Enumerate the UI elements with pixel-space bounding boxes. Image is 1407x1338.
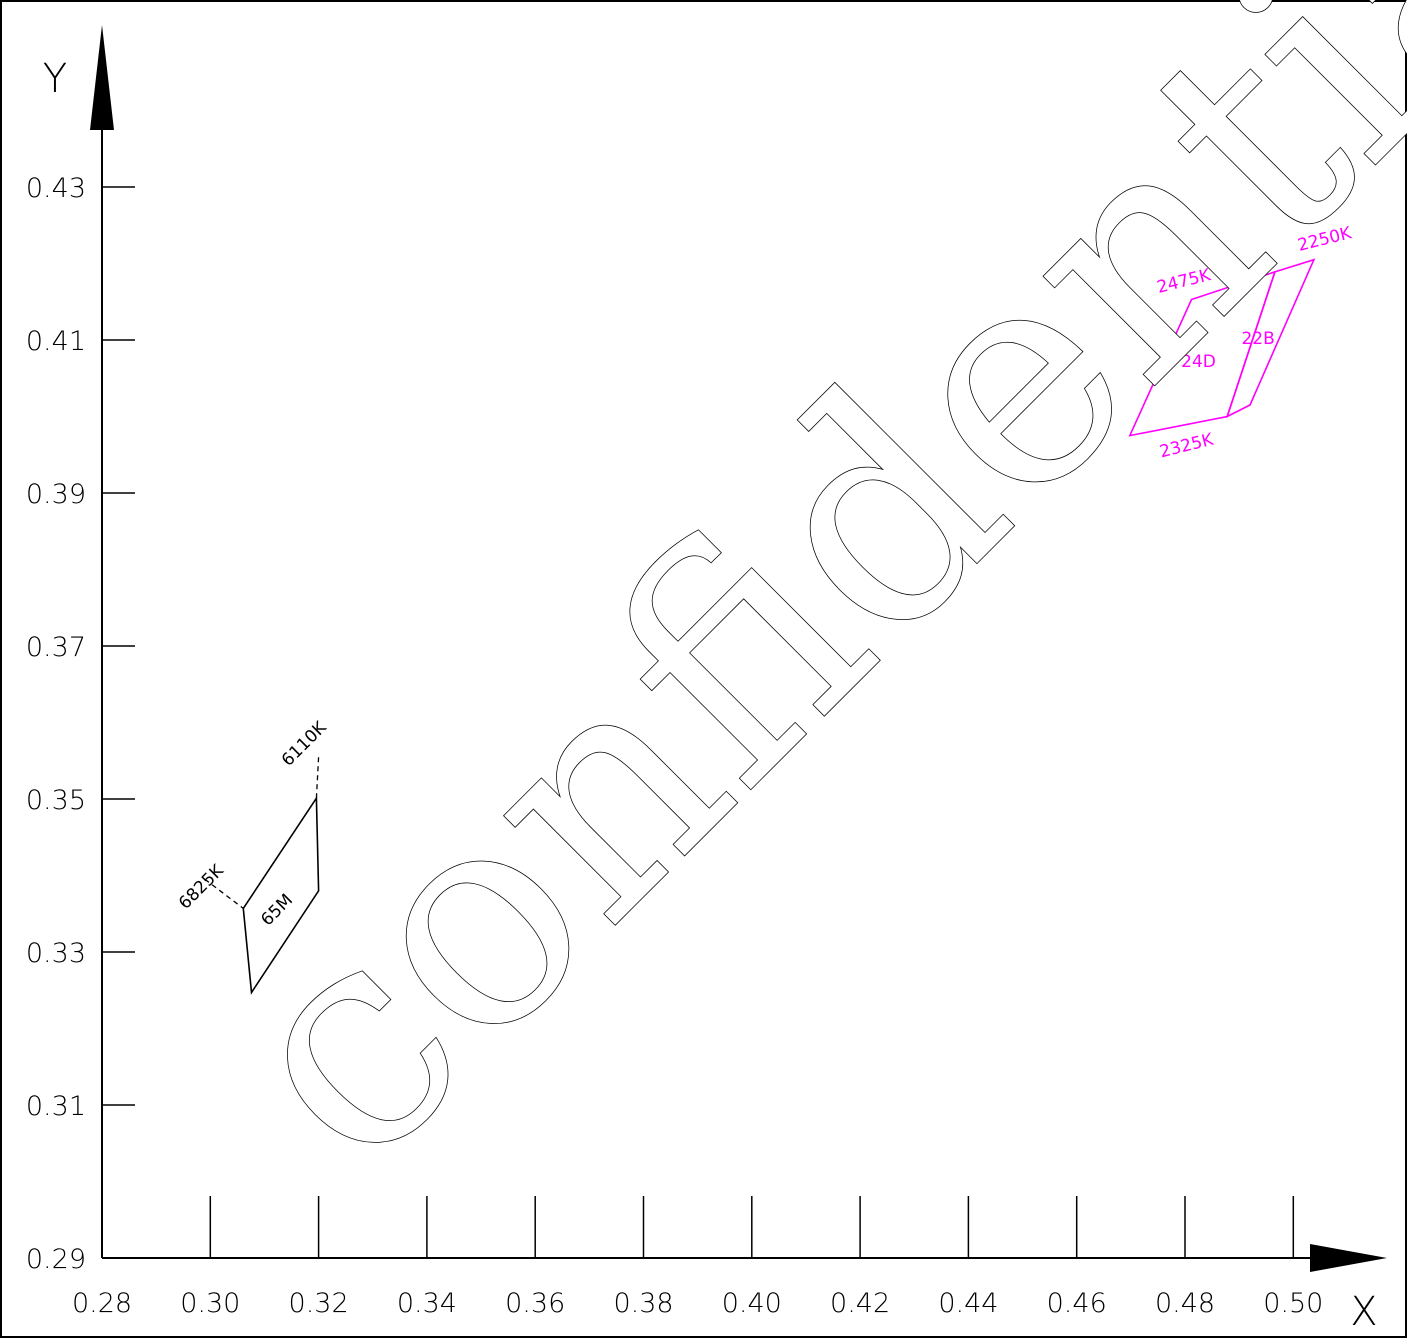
x-tick-label: 0.48 [1155, 1288, 1215, 1319]
x-tick-label: 0.30 [180, 1288, 240, 1319]
x-axis-arrow [1310, 1244, 1387, 1272]
x-tick-label: 0.46 [1047, 1288, 1107, 1319]
annotation-label: 6110K [278, 717, 331, 770]
x-tick-label: 0.34 [397, 1288, 457, 1319]
y-tick-label: 0.33 [26, 938, 86, 969]
y-tick-label: 0.43 [26, 173, 86, 204]
y-tick-label: 0.31 [26, 1091, 86, 1122]
axes: 0.28 0.30 0.32 0.34 0.36 0.38 0.40 0.42 0.44 0.46… [26, 25, 1387, 1335]
x-tick-label: 0.42 [830, 1288, 890, 1319]
y-tick-label: 0.41 [26, 326, 86, 357]
x-axis-label: X [1350, 1289, 1377, 1335]
x-tick-label: 0.32 [289, 1288, 349, 1319]
y-axis-label: Y [43, 56, 67, 102]
region-22B [1225, 258, 1316, 419]
x-tick-label: 0.38 [613, 1288, 673, 1319]
regions [242, 258, 1316, 995]
leader-line [315, 756, 320, 799]
region-label: 22B [1241, 329, 1274, 349]
y-tick-label: 0.35 [26, 785, 86, 816]
x-tick-label: 0.28 [72, 1288, 132, 1319]
y-tick-label: 0.37 [26, 632, 86, 663]
x-tick-label: 0.36 [505, 1288, 565, 1319]
annotation-label: 6825K [175, 860, 228, 913]
region-65M [242, 795, 320, 995]
x-tick-label: 0.40 [722, 1288, 782, 1319]
x-tick-label: 0.50 [1263, 1288, 1323, 1319]
region-label: 24D [1181, 352, 1216, 372]
y-axis-arrow [90, 25, 114, 130]
x-tick-label: 0.44 [938, 1288, 998, 1319]
y-tick-label: 0.39 [26, 479, 86, 510]
y-tick-label: 0.29 [26, 1244, 86, 1275]
watermark: confidential [163, 0, 1407, 1230]
leader-line [204, 878, 244, 909]
